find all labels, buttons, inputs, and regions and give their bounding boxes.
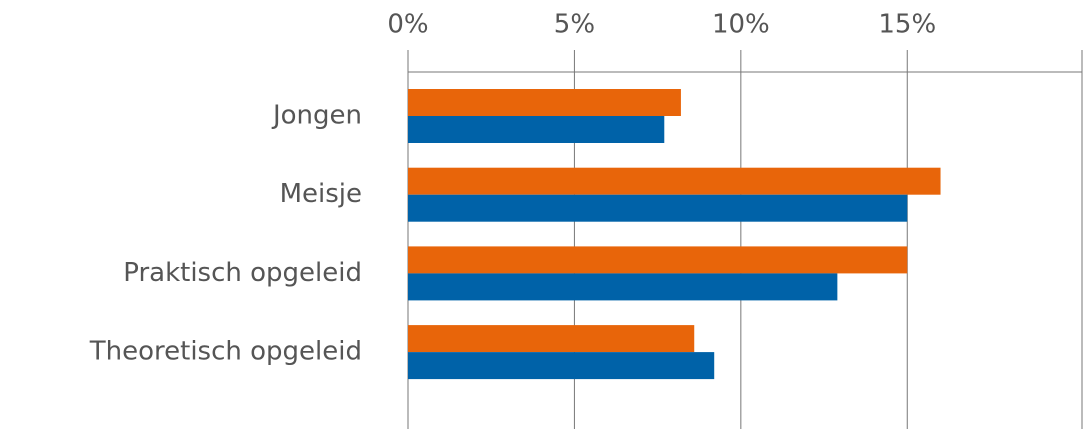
bar: [408, 167, 941, 195]
x-tick-label: 15%: [878, 10, 936, 40]
category-label: Meisje: [280, 179, 362, 209]
x-tick-label: 0%: [387, 10, 428, 40]
bar: [408, 273, 838, 301]
category-label: Theoretisch opgeleid: [89, 337, 362, 367]
x-tick-label: 10%: [712, 10, 770, 40]
bar: [408, 352, 715, 380]
bar: [408, 246, 908, 274]
x-tick-label: 5%: [554, 10, 595, 40]
bar: [408, 194, 908, 222]
category-label: Jongen: [271, 101, 362, 131]
bar: [408, 325, 695, 353]
bar: [408, 89, 681, 116]
bar: [408, 116, 665, 143]
category-label: Praktisch opgeleid: [123, 258, 362, 288]
